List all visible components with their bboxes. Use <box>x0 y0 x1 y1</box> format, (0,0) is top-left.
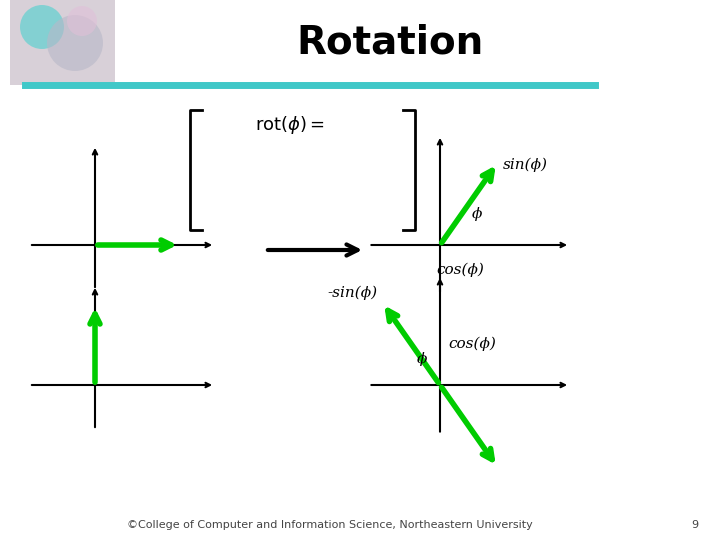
Text: ϕ: ϕ <box>472 207 482 221</box>
Text: Rotation: Rotation <box>297 23 484 61</box>
Text: cos(ϕ): cos(ϕ) <box>436 263 484 278</box>
Circle shape <box>47 15 103 71</box>
Bar <box>10 0 115 85</box>
Text: -sin(ϕ): -sin(ϕ) <box>328 286 378 300</box>
Text: cos(ϕ): cos(ϕ) <box>448 337 496 351</box>
Text: 9: 9 <box>691 520 698 530</box>
Text: $\mathrm{rot}(\phi)=$: $\mathrm{rot}(\phi)=$ <box>255 114 325 136</box>
Text: ϕ: ϕ <box>417 352 428 366</box>
Circle shape <box>20 5 64 49</box>
Text: sin(ϕ): sin(ϕ) <box>503 158 547 172</box>
Text: ©College of Computer and Information Science, Northeastern University: ©College of Computer and Information Sci… <box>127 520 533 530</box>
Circle shape <box>67 6 97 36</box>
